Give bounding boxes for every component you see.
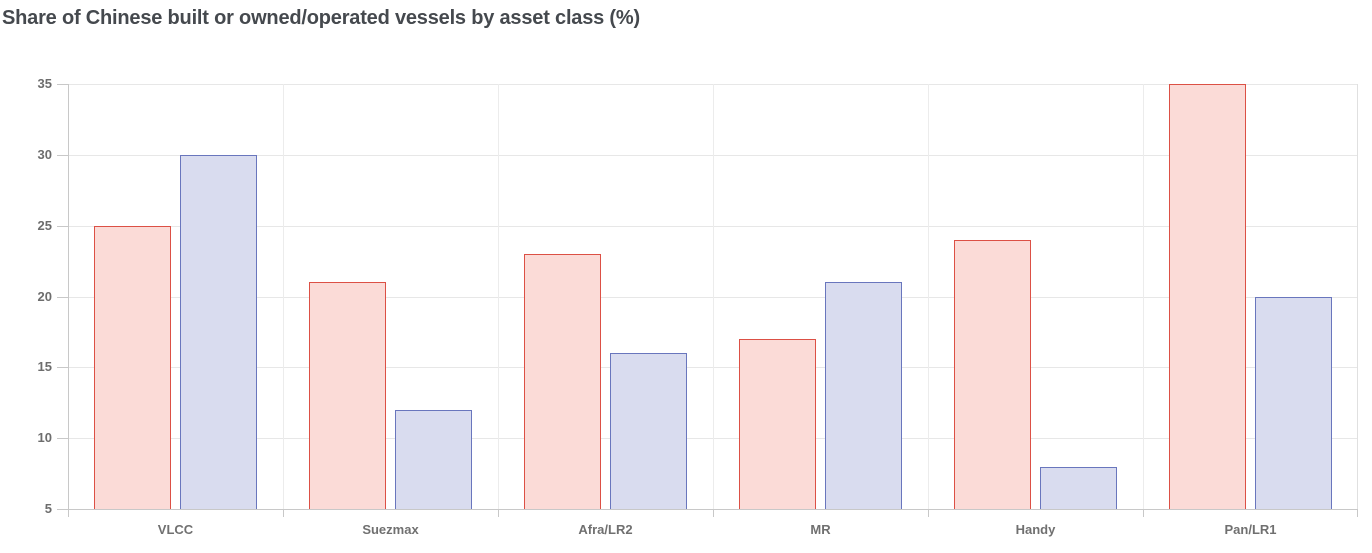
y-axis-tick [57,296,68,298]
x-axis-category-label: Pan/LR1 [1224,522,1277,537]
y-axis-tick [57,509,68,510]
x-gridline [1357,84,1358,509]
x-axis-category-label: Suezmax [362,522,419,537]
bar-red-Handy [953,239,1031,509]
bar-red-Afra/LR2 [523,254,601,509]
x-axis-category-label: Afra/LR2 [578,522,633,537]
plot-area [68,84,1358,510]
y-axis-tick-label: 25 [37,217,52,233]
x-axis-category-label: MR [810,522,831,537]
bar-blue-Handy [1040,466,1118,509]
x-gridline [498,84,499,509]
x-axis-tick [713,509,714,517]
y-axis-tick [57,438,68,440]
x-gridline [283,84,284,509]
x-axis-category-label: Handy [1015,522,1056,537]
y-axis-tick-label: 15 [37,359,52,375]
x-gridline [68,84,69,509]
bar-red-VLCC [93,225,171,509]
bar-red-Suezmax [308,282,386,509]
y-axis-tick [57,154,68,156]
y-axis-tick-label: 30 [37,146,52,162]
x-axis-tick [1357,509,1358,517]
bar-blue-Pan/LR1 [1255,296,1333,509]
x-gridline [1143,84,1144,509]
y-axis-tick-label: 20 [37,288,52,304]
bar-blue-Suezmax [395,409,473,509]
y-axis-tick [57,84,68,85]
bar-blue-MR [825,282,903,509]
x-axis-tick [928,509,929,517]
y-axis-tick-label: 35 [37,76,52,91]
chart-title: Share of Chinese built or owned/operated… [2,7,640,29]
bar-red-MR [738,339,816,509]
y-axis-tick-label: 10 [37,430,52,446]
x-axis-tick [1143,509,1144,517]
bar-blue-Afra/LR2 [610,353,688,509]
y-axis-tick-label: 5 [44,501,52,516]
x-axis-tick [283,509,284,517]
x-axis-tick [498,509,499,517]
y-axis-tick [57,367,68,369]
x-gridline [713,84,714,509]
x-gridline [928,84,929,509]
x-axis-tick [68,509,69,517]
y-axis-tick [57,225,68,227]
x-axis-category-label: VLCC [157,522,194,537]
bar-blue-VLCC [180,154,258,509]
bar-red-Pan/LR1 [1168,84,1246,509]
